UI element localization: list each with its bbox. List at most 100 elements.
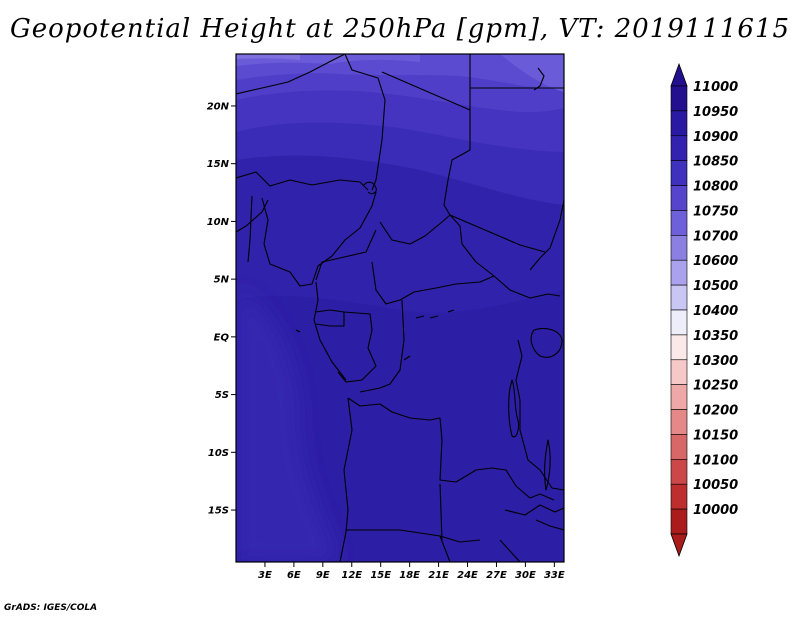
plot-frame (235, 53, 565, 563)
colorbar-swatch (670, 483, 688, 510)
border-ethiopia (529, 199, 564, 271)
colorbar-label: 11000 (693, 80, 738, 95)
colorbar-swatch (670, 459, 688, 485)
colorbar-label: 10150 (693, 428, 738, 443)
longitude-axis: 3E 6E 9E 12E 15E 18E 21E 24E 27E 30E 33E (258, 562, 565, 581)
colorbar-swatch (670, 235, 688, 261)
colorbar-label: 10000 (693, 503, 738, 518)
colorbar-swatch (670, 309, 688, 336)
lake-malawi (544, 439, 551, 491)
coast-namibia (339, 531, 347, 562)
lon-tick-label: 33E (544, 570, 565, 581)
colorbar-label: 10200 (693, 404, 738, 419)
colorbar-label: 10400 (693, 304, 738, 319)
lake-dot-2 (429, 315, 439, 319)
colorbar-label: 10700 (693, 229, 738, 244)
border-south-sudan (461, 243, 531, 299)
colorbar-swatch (670, 334, 688, 361)
field-ne-corner (500, 54, 564, 92)
colorbar-top-arrow (670, 62, 688, 87)
colorbar-swatch (670, 160, 688, 186)
colorbar-label: 10050 (693, 478, 738, 493)
border-zambia-malawi (504, 504, 564, 516)
border-uganda-kenya (529, 293, 561, 299)
colorbar-label: 10750 (693, 204, 738, 219)
colorbar-bottom-arrow (670, 533, 688, 558)
lat-tick-label: 5S (215, 390, 229, 401)
lon-tick-label: 21E (428, 570, 449, 581)
border-nigeria (261, 191, 377, 287)
border-niger-chad (371, 139, 383, 191)
lon-tick-label: 15E (370, 570, 391, 581)
lon-tick-label: 12E (341, 570, 362, 581)
colorbar-swatch (670, 359, 688, 385)
latitude-axis: 20N 15N 10N 5N EQ 5S 10S 15S (207, 101, 236, 517)
colorbar-label: 10300 (693, 354, 738, 369)
lat-tick-label: 5N (214, 275, 230, 286)
lake-dot-1 (415, 315, 425, 319)
colorbar-swatch (670, 284, 688, 311)
border-cameroon (315, 229, 377, 281)
lat-tick-label: 10N (207, 217, 230, 228)
border-sudan-southsudan (449, 214, 546, 253)
coast-angola (343, 397, 353, 533)
colorbar-swatch (670, 259, 688, 286)
coast-gabon (313, 281, 347, 381)
lake-dot-4 (403, 355, 411, 361)
colorbar-swatch (670, 110, 688, 137)
field-ocean-patch (236, 290, 340, 562)
lat-tick-label: 15S (208, 506, 229, 517)
colorbar-label: 10100 (693, 453, 738, 468)
lon-tick-label: 30E (515, 570, 536, 581)
lon-tick-label: 27E (486, 570, 507, 581)
lat-tick-label: 15N (207, 159, 230, 170)
border-algeria-niger (236, 54, 346, 95)
lake-victoria (530, 327, 563, 358)
lon-tick-label: 3E (258, 570, 272, 581)
island-bioko (295, 329, 301, 333)
lake-dot-3 (447, 309, 455, 313)
border-zimbabwe (499, 539, 521, 562)
border-benin-nigeria (247, 195, 253, 263)
colorbar-swatch (670, 409, 688, 435)
lon-tick-label: 18E (399, 570, 420, 581)
height-field (236, 54, 564, 562)
colorbar-label: 10500 (693, 279, 738, 294)
border-gabon-congo (315, 309, 377, 383)
colorbar-label: 10900 (693, 130, 738, 145)
lat-tick-label: 10S (208, 448, 229, 459)
border-tanzania (519, 400, 564, 491)
colorbar-label: 10350 (693, 329, 738, 344)
border-rwanda-burundi (515, 339, 523, 401)
colorbar-label: 10850 (693, 155, 738, 170)
lon-tick-label: 9E (316, 570, 330, 581)
colorbar-label: 10250 (693, 379, 738, 394)
lat-tick-label: EQ (214, 332, 230, 343)
lat-tick-label: 20N (207, 101, 230, 112)
border-chad-car (379, 214, 451, 245)
border-eq-guinea (315, 312, 345, 327)
lon-tick-label: 6E (287, 570, 301, 581)
colorbar-label: 10950 (693, 105, 738, 120)
colorbar-swatch (670, 384, 688, 410)
map-title: Geopotential Height at 250hPa [gpm], VT:… (9, 14, 791, 44)
border-benin-togo (236, 199, 269, 233)
colorbar-swatch (670, 210, 688, 236)
colorbar-swatch (670, 85, 688, 112)
colorbar-label: 10800 (693, 180, 738, 195)
border-drc-angola (347, 397, 493, 483)
colorbar-swatch (670, 434, 688, 460)
border-niger-south (236, 171, 369, 191)
border-car-drc (371, 261, 495, 305)
country-borders (236, 54, 564, 562)
field-south-band (236, 290, 564, 562)
colorbar: 11000 10950 10900 10850 10800 10750 10700 10600… (670, 62, 738, 558)
coast-red-sea (533, 67, 545, 91)
lon-tick-label: 24E (457, 570, 478, 581)
border-angola-zambia (439, 483, 443, 541)
colorbar-swatch (670, 508, 688, 535)
border-mozambique (535, 519, 564, 531)
field-band-10500 (236, 54, 300, 60)
grads-credit: GrADS: IGES/COLA (4, 603, 98, 613)
